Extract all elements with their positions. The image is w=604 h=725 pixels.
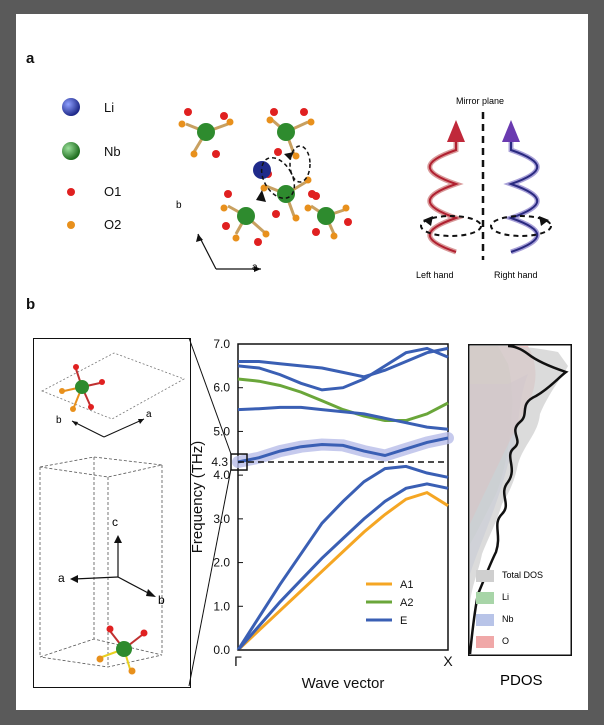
e-band-glow	[232, 432, 454, 468]
pdos-legend-li: Li	[502, 592, 510, 602]
pdos-total-area	[470, 346, 568, 604]
legend-o1: O1	[104, 184, 122, 199]
figure-page: a Li Nb O1 O2	[16, 14, 588, 710]
pdos-legend-total: Total DOS	[502, 570, 544, 580]
band-line-e-4	[237, 346, 449, 392]
highlight-box	[230, 453, 248, 471]
pdos-legend	[476, 570, 494, 648]
inset-c: c	[112, 515, 118, 529]
band-line-e-0	[236, 482, 449, 651]
nb-atom-icon	[62, 142, 80, 160]
highlight-tick-label: 4.3	[211, 455, 228, 469]
o2-atom-icon	[67, 221, 75, 229]
inset-b: b	[158, 593, 165, 607]
y-tick-label: 1.0	[213, 599, 230, 613]
x-axis-label: Wave vector	[302, 675, 385, 692]
plot-frame	[237, 343, 449, 651]
band-line-e-5	[238, 346, 449, 379]
o1-atom-icon	[67, 188, 75, 196]
phonon-band-chart: 0.0 1.0 2.0 3.0 4.0 5.0 6.0 7.0 4.3 Γ X Wave vector…	[188, 337, 454, 692]
x-tick-label: Γ	[234, 653, 242, 669]
inset-top-b: b	[56, 415, 62, 426]
li-atom-icon	[62, 98, 80, 116]
panel-a-label: a	[26, 50, 35, 67]
mirror-plane-label: Mirror plane	[456, 96, 505, 106]
legend-label-e: E	[400, 615, 407, 627]
pdos-legend-o: O	[502, 636, 510, 646]
x-tick-label: X	[443, 653, 453, 669]
legend-label-a1: A1	[400, 579, 413, 591]
band-line-e-3	[237, 405, 449, 431]
legend-o2: O2	[104, 217, 122, 232]
y-tick-label: 0.0	[213, 643, 230, 657]
axis-a-label: a	[252, 262, 258, 273]
y-tick-label: 5.0	[213, 424, 230, 438]
y-tick-label: 2.0	[213, 556, 230, 570]
panel-b-label: b	[26, 296, 36, 313]
inset-box: b a c a b	[33, 338, 191, 688]
y-tick-label: 3.0	[213, 512, 230, 526]
pdos-panel	[468, 344, 572, 656]
band-line-e-2	[237, 436, 449, 464]
legend-nb: Nb	[104, 144, 121, 159]
legend-li: Li	[104, 100, 115, 115]
left-hand-label: Left hand	[416, 270, 454, 280]
y-tick-label: 7.0	[213, 337, 230, 351]
pdos-total-line	[468, 344, 569, 655]
crystal-structure-top-view	[178, 108, 352, 272]
pdos-legend-nb: Nb	[502, 614, 514, 624]
atom-legend: Li Nb O1 O2	[56, 94, 166, 234]
y-tick-label: 6.0	[213, 381, 230, 395]
y-axis-label: Frequency (THz)	[189, 441, 206, 554]
right-hand-label: Right hand	[494, 270, 538, 280]
pdos-xlabel: PDOS	[500, 672, 543, 689]
legend-label-a2: A2	[400, 597, 413, 609]
band-line-a1-0	[236, 490, 449, 652]
inset-top-a: a	[146, 409, 152, 420]
y-tick-label: 4.0	[213, 468, 230, 482]
axis-b-label: b	[176, 200, 182, 211]
band-line-e-1	[236, 464, 449, 651]
inset-drawing	[39, 352, 185, 675]
inset-a: a	[58, 571, 65, 585]
band-line-a2-0	[237, 377, 449, 422]
chirality-diagram	[420, 112, 552, 260]
